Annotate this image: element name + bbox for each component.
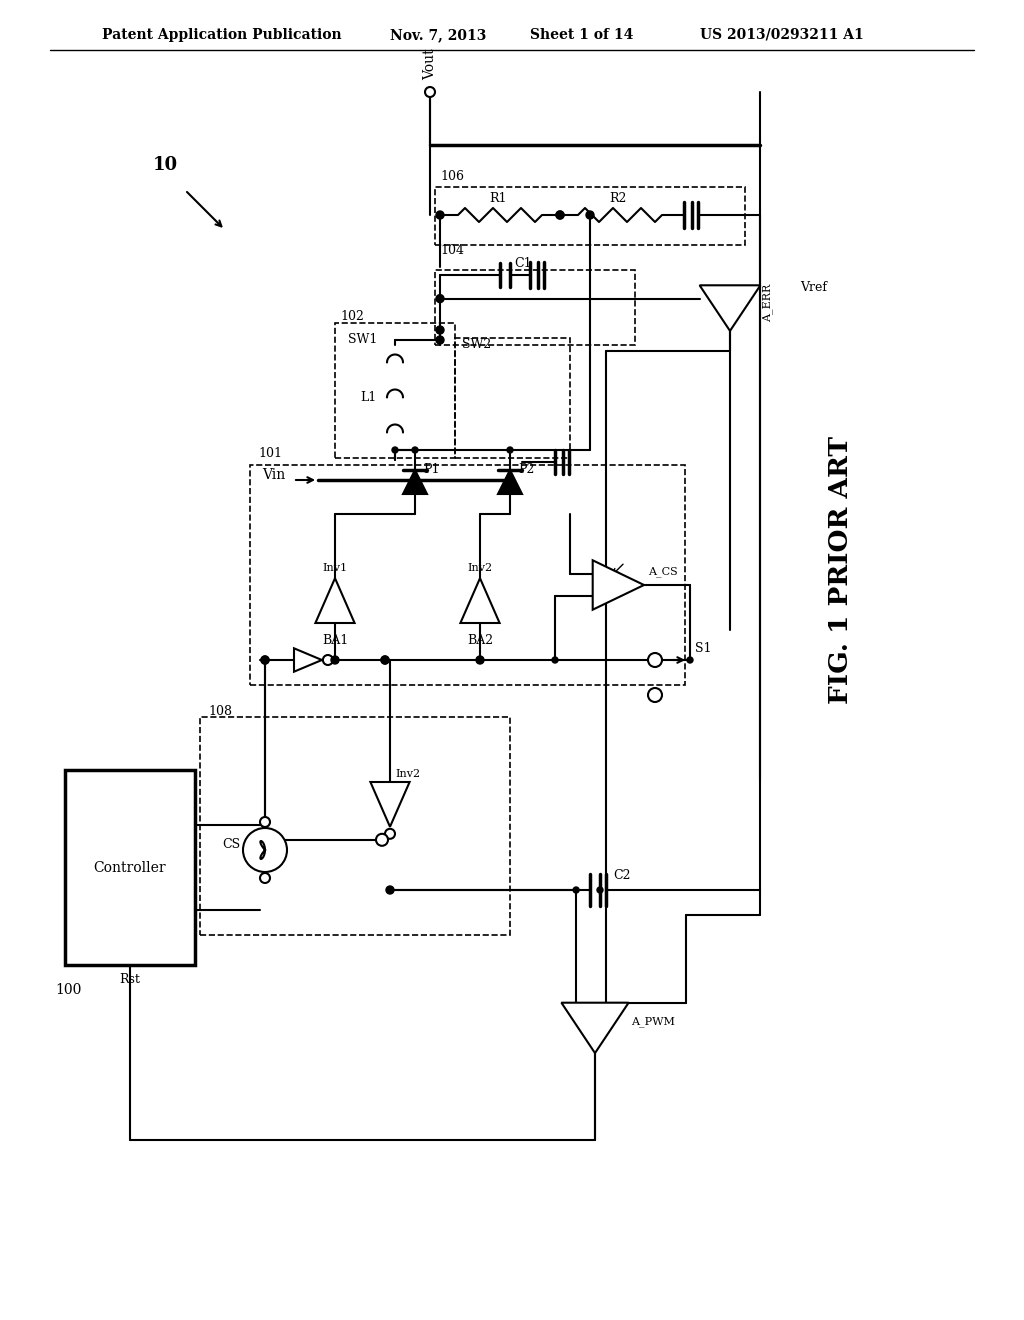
Text: 100: 100: [55, 983, 81, 997]
Circle shape: [573, 887, 580, 894]
Polygon shape: [561, 1003, 629, 1053]
Text: Inv2: Inv2: [467, 562, 493, 573]
Circle shape: [323, 655, 333, 665]
Bar: [250, 465, 685, 685]
Circle shape: [556, 211, 564, 219]
Text: C2: C2: [613, 869, 631, 882]
Text: -: -: [578, 1011, 583, 1026]
Polygon shape: [498, 470, 522, 494]
Bar: [200, 717, 510, 935]
Circle shape: [261, 656, 269, 664]
Text: 104: 104: [440, 244, 464, 257]
Circle shape: [436, 211, 444, 219]
Circle shape: [260, 817, 270, 828]
Text: P2: P2: [518, 463, 535, 477]
Text: -: -: [739, 292, 743, 305]
Text: 108: 108: [208, 705, 232, 718]
Circle shape: [386, 886, 394, 894]
Text: Nov. 7, 2013: Nov. 7, 2013: [390, 28, 486, 42]
Text: P1: P1: [423, 463, 439, 477]
Circle shape: [261, 656, 269, 664]
Bar: [435, 271, 635, 345]
Bar: [455, 338, 570, 458]
Text: Inv2: Inv2: [395, 770, 420, 779]
Text: C1: C1: [514, 257, 531, 271]
Circle shape: [392, 447, 398, 453]
Text: FIG. 1 PRIOR ART: FIG. 1 PRIOR ART: [827, 436, 853, 704]
Text: 106: 106: [440, 170, 464, 183]
Circle shape: [376, 834, 388, 846]
Text: -: -: [602, 589, 606, 602]
Polygon shape: [593, 560, 644, 610]
Polygon shape: [371, 781, 410, 826]
Text: Controller: Controller: [93, 861, 166, 874]
Circle shape: [597, 887, 603, 894]
Circle shape: [331, 656, 339, 664]
Circle shape: [425, 87, 435, 96]
Text: Sheet 1 of 14: Sheet 1 of 14: [530, 28, 634, 42]
Circle shape: [552, 657, 558, 663]
Circle shape: [436, 326, 444, 334]
Circle shape: [436, 294, 444, 302]
Text: +: +: [599, 568, 609, 581]
Circle shape: [507, 447, 513, 453]
Circle shape: [260, 873, 270, 883]
Text: 10: 10: [153, 156, 177, 174]
Text: US 2013/0293211 A1: US 2013/0293211 A1: [700, 28, 864, 42]
Text: A_ERR: A_ERR: [762, 284, 773, 322]
Polygon shape: [294, 648, 322, 672]
Text: L1: L1: [360, 391, 377, 404]
Circle shape: [506, 477, 514, 484]
Text: R1: R1: [489, 191, 507, 205]
Circle shape: [476, 656, 484, 664]
Text: S1: S1: [695, 642, 712, 655]
Text: BA2: BA2: [467, 634, 494, 647]
Text: R2: R2: [609, 191, 627, 205]
Text: Rst: Rst: [120, 973, 140, 986]
Text: Patent Application Publication: Patent Application Publication: [102, 28, 342, 42]
Circle shape: [648, 653, 662, 667]
Polygon shape: [699, 285, 761, 331]
Circle shape: [556, 211, 564, 219]
Text: SW2: SW2: [462, 338, 492, 351]
Text: A_CS: A_CS: [648, 566, 678, 577]
Text: 102: 102: [340, 310, 364, 323]
Circle shape: [385, 829, 395, 838]
Circle shape: [412, 447, 418, 453]
Text: 101: 101: [258, 447, 282, 459]
Bar: [335, 323, 455, 458]
Text: SW1: SW1: [348, 333, 378, 346]
Text: Vin: Vin: [262, 469, 285, 482]
Circle shape: [586, 211, 594, 219]
Polygon shape: [461, 578, 500, 623]
Text: +: +: [714, 292, 724, 305]
Circle shape: [381, 656, 389, 664]
Text: Inv1: Inv1: [323, 562, 347, 573]
Polygon shape: [315, 578, 354, 623]
Bar: [65, 770, 195, 965]
Circle shape: [381, 656, 389, 664]
Circle shape: [687, 657, 693, 663]
Text: CS: CS: [222, 838, 240, 851]
Bar: [435, 187, 745, 246]
Text: BA1: BA1: [322, 634, 348, 647]
Circle shape: [648, 688, 662, 702]
Circle shape: [436, 337, 444, 345]
Text: +: +: [600, 1011, 611, 1026]
Text: A_PWM: A_PWM: [631, 1016, 675, 1027]
Circle shape: [243, 828, 287, 873]
Circle shape: [411, 477, 419, 484]
Polygon shape: [403, 470, 427, 494]
Text: Vref: Vref: [800, 281, 827, 293]
Text: Vout: Vout: [423, 49, 437, 81]
